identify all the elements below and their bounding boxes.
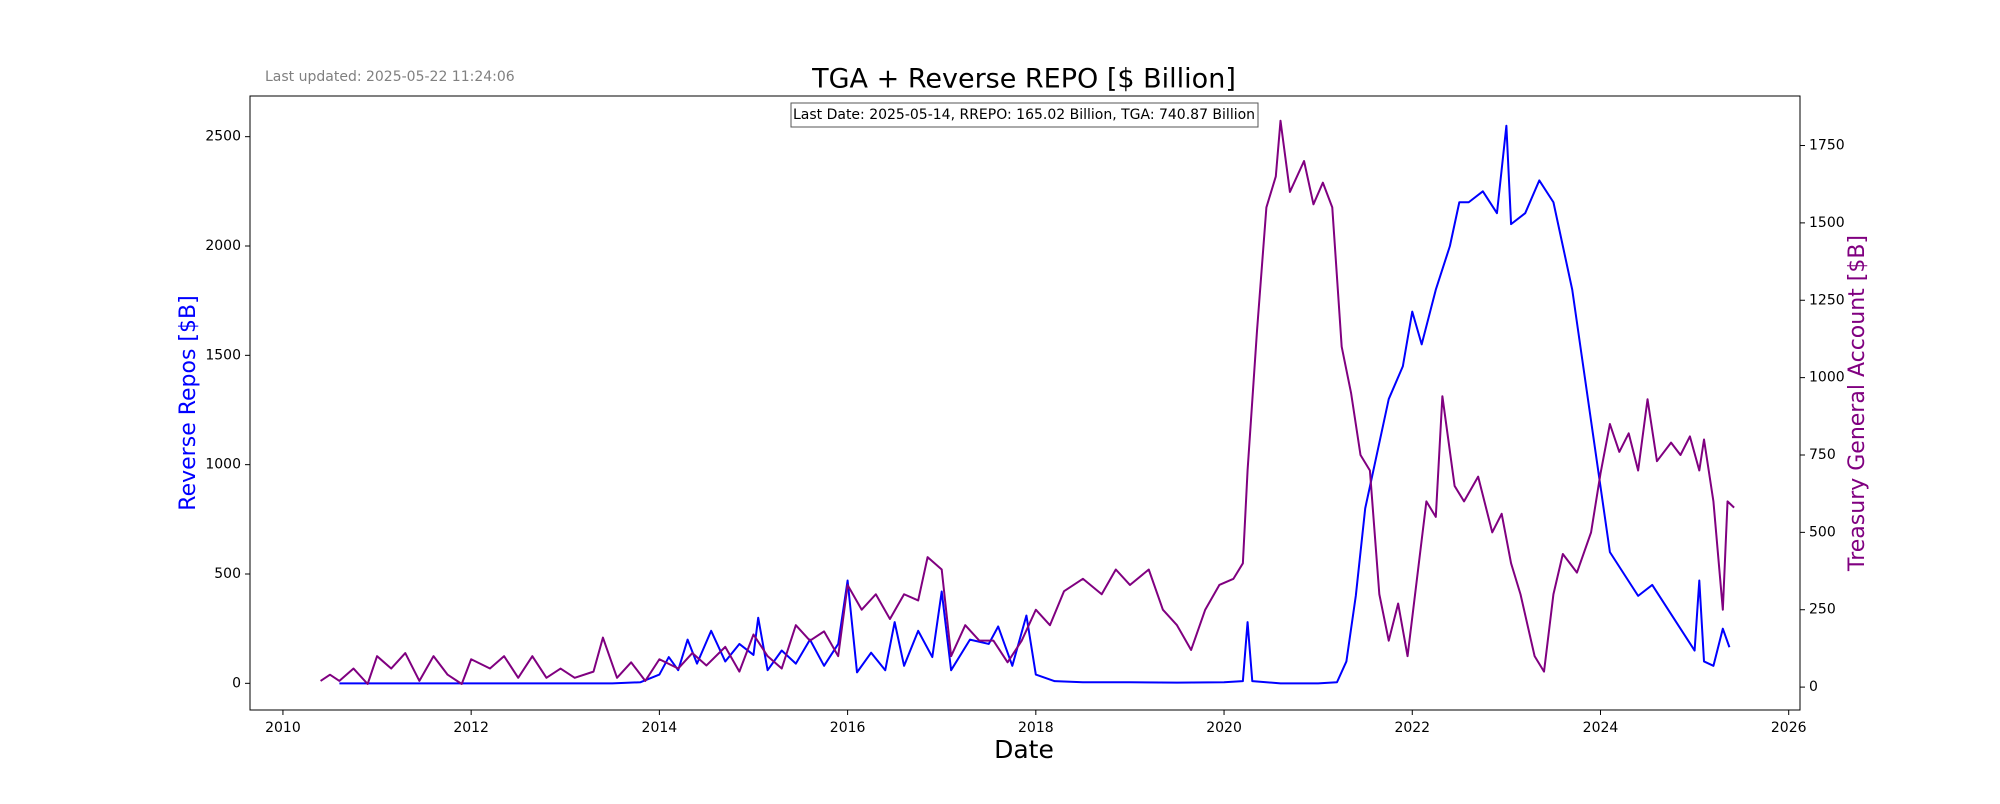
y2-tick-label: 1000 [1809, 370, 1845, 386]
y-tick-label: 500 [214, 566, 241, 582]
x-tick-label: 2014 [642, 720, 678, 736]
y2-tick-label: 1750 [1809, 138, 1845, 154]
data-line [339, 124, 1731, 685]
chart-title: TGA + Reverse REPO [$ Billion] [811, 64, 1236, 95]
x-tick-label: 2020 [1206, 720, 1242, 736]
y2-tick-label: 750 [1809, 447, 1836, 463]
y2-tick-label: 1250 [1809, 292, 1845, 308]
x-tick-label: 2012 [453, 720, 489, 736]
annotation: Last Date: 2025-05-14, RREPO: 165.02 Bil… [793, 107, 1255, 123]
y-axis-label: Reverse Repos [$B] [176, 295, 201, 510]
x-tick-label: 2010 [265, 720, 301, 736]
axes-frame [249, 95, 1801, 711]
updated-note: Last updated: 2025-05-22 11:24:06 [265, 69, 515, 85]
y2-tick-label: 0 [1809, 679, 1818, 695]
data-line [320, 119, 1735, 685]
y-tick-label: 0 [232, 675, 241, 691]
x-tick-label: 2016 [830, 720, 866, 736]
y2-tick-label: 1500 [1809, 215, 1845, 231]
y-tick-label: 1500 [205, 347, 241, 363]
x-tick-label: 2026 [1771, 720, 1807, 736]
plot-area [320, 119, 1735, 685]
y-tick-label: 1000 [205, 457, 241, 473]
x-axis-label: Date [994, 735, 1054, 764]
y2-tick-label: 500 [1809, 524, 1836, 540]
annotation-box [790, 102, 1259, 128]
y2-axis-label: Treasury General Account [$B] [1845, 235, 1870, 572]
x-tick-label: 2024 [1583, 720, 1619, 736]
x-tick-label: 2018 [1018, 720, 1054, 736]
y-tick-label: 2500 [205, 129, 241, 145]
y-tick-label: 2000 [205, 238, 241, 254]
y2-tick-label: 250 [1809, 602, 1836, 618]
x-tick-label: 2022 [1394, 720, 1430, 736]
